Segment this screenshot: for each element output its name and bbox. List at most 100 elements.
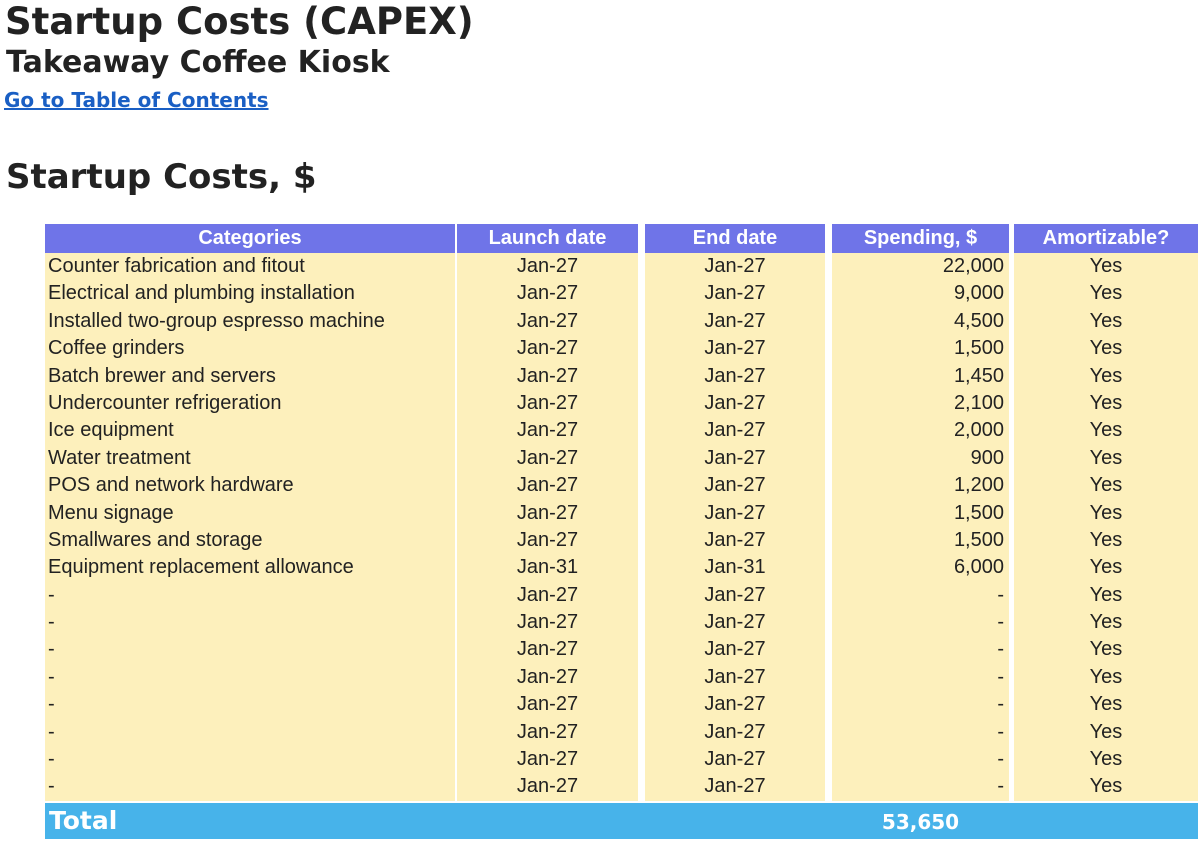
cell-end-date[interactable]: Jan-27 [645,472,825,500]
cell-amortizable[interactable]: Yes [1014,773,1198,801]
cell-spending[interactable]: - [832,718,1009,747]
table-of-contents-link[interactable]: Go to Table of Contents [4,88,269,112]
cell-category[interactable]: - [45,636,455,664]
cell-spending[interactable]: - [832,663,1009,692]
cell-spending[interactable]: 2,000 [832,417,1009,445]
cell-launch-date[interactable]: Jan-27 [457,609,638,637]
cell-end-date[interactable]: Jan-27 [645,773,825,801]
cell-launch-date[interactable]: Jan-27 [457,472,638,500]
cell-end-date[interactable]: Jan-27 [645,444,825,473]
cell-amortizable[interactable]: Yes [1014,253,1198,281]
cell-end-date[interactable]: Jan-31 [645,554,825,582]
cell-amortizable[interactable]: Yes [1014,307,1198,336]
cell-end-date[interactable]: Jan-27 [645,581,825,610]
cell-end-date[interactable]: Jan-27 [645,746,825,774]
cell-launch-date[interactable]: Jan-27 [457,362,638,390]
cell-spending[interactable]: 1,500 [832,335,1009,363]
cell-spending[interactable]: 4,500 [832,307,1009,336]
cell-amortizable[interactable]: Yes [1014,663,1198,692]
cell-amortizable[interactable]: Yes [1014,335,1198,363]
cell-spending[interactable]: - [832,581,1009,610]
cell-launch-date[interactable]: Jan-27 [457,417,638,445]
cell-category[interactable]: - [45,581,455,610]
cell-spending[interactable]: 2,100 [832,389,1009,418]
cell-launch-date[interactable]: Jan-27 [457,636,638,664]
cell-end-date[interactable]: Jan-27 [645,417,825,445]
cell-spending[interactable]: 1,500 [832,526,1009,555]
cell-amortizable[interactable]: Yes [1014,389,1198,418]
cell-launch-date[interactable]: Jan-27 [457,253,638,281]
cell-end-date[interactable]: Jan-27 [645,691,825,719]
cell-launch-date[interactable]: Jan-27 [457,444,638,473]
cell-amortizable[interactable]: Yes [1014,581,1198,610]
cell-end-date[interactable]: Jan-27 [645,307,825,336]
cell-launch-date[interactable]: Jan-27 [457,663,638,692]
cell-category[interactable]: - [45,718,455,747]
cell-category[interactable]: - [45,609,455,637]
cell-category[interactable]: Installed two-group espresso machine [45,307,455,336]
cell-launch-date[interactable]: Jan-27 [457,746,638,774]
cell-end-date[interactable]: Jan-27 [645,636,825,664]
cell-end-date[interactable]: Jan-27 [645,362,825,390]
cell-category[interactable]: Counter fabrication and fitout [45,253,455,281]
cell-launch-date[interactable]: Jan-27 [457,335,638,363]
cell-spending[interactable]: - [832,773,1009,801]
cell-category[interactable]: Electrical and plumbing installation [45,280,455,308]
cell-launch-date[interactable]: Jan-27 [457,526,638,555]
cell-spending[interactable]: 6,000 [832,554,1009,582]
cell-spending[interactable]: 1,450 [832,362,1009,390]
cell-spending[interactable]: 1,200 [832,472,1009,500]
cell-category[interactable]: - [45,691,455,719]
cell-category[interactable]: Batch brewer and servers [45,362,455,390]
cell-end-date[interactable]: Jan-27 [645,526,825,555]
cell-amortizable[interactable]: Yes [1014,499,1198,527]
cell-category[interactable]: Ice equipment [45,417,455,445]
cell-launch-date[interactable]: Jan-27 [457,307,638,336]
cell-launch-date[interactable]: Jan-27 [457,718,638,747]
cell-launch-date[interactable]: Jan-27 [457,499,638,527]
cell-end-date[interactable]: Jan-27 [645,718,825,747]
cell-end-date[interactable]: Jan-27 [645,253,825,281]
cell-end-date[interactable]: Jan-27 [645,609,825,637]
cell-launch-date[interactable]: Jan-27 [457,691,638,719]
cell-spending[interactable]: 22,000 [832,253,1009,281]
cell-end-date[interactable]: Jan-27 [645,499,825,527]
cell-amortizable[interactable]: Yes [1014,362,1198,390]
cell-end-date[interactable]: Jan-27 [645,663,825,692]
cell-category[interactable]: - [45,746,455,774]
cell-category[interactable]: Equipment replacement allowance [45,554,455,582]
cell-amortizable[interactable]: Yes [1014,280,1198,308]
cell-amortizable[interactable]: Yes [1014,691,1198,719]
cell-launch-date[interactable]: Jan-27 [457,280,638,308]
cell-amortizable[interactable]: Yes [1014,444,1198,473]
cell-spending[interactable]: - [832,691,1009,719]
cell-amortizable[interactable]: Yes [1014,554,1198,582]
cell-end-date[interactable]: Jan-27 [645,280,825,308]
cell-spending[interactable]: 900 [832,444,1009,473]
cell-category[interactable]: Coffee grinders [45,335,455,363]
cell-amortizable[interactable]: Yes [1014,636,1198,664]
cell-category[interactable]: Water treatment [45,444,455,473]
cell-category[interactable]: - [45,663,455,692]
cell-spending[interactable]: 1,500 [832,499,1009,527]
cell-amortizable[interactable]: Yes [1014,417,1198,445]
cell-category[interactable]: Smallwares and storage [45,526,455,555]
cell-amortizable[interactable]: Yes [1014,526,1198,555]
cell-spending[interactable]: - [832,746,1009,774]
cell-launch-date[interactable]: Jan-31 [457,554,638,582]
cell-launch-date[interactable]: Jan-27 [457,773,638,801]
cell-amortizable[interactable]: Yes [1014,746,1198,774]
cell-amortizable[interactable]: Yes [1014,472,1198,500]
cell-launch-date[interactable]: Jan-27 [457,581,638,610]
cell-end-date[interactable]: Jan-27 [645,389,825,418]
cell-amortizable[interactable]: Yes [1014,609,1198,637]
cell-spending[interactable]: - [832,609,1009,637]
cell-category[interactable]: Undercounter refrigeration [45,389,455,418]
cell-category[interactable]: Menu signage [45,499,455,527]
cell-spending[interactable]: 9,000 [832,280,1009,308]
cell-category[interactable]: POS and network hardware [45,472,455,500]
cell-amortizable[interactable]: Yes [1014,718,1198,747]
cell-launch-date[interactable]: Jan-27 [457,389,638,418]
cell-category[interactable]: - [45,773,455,801]
cell-spending[interactable]: - [832,636,1009,664]
